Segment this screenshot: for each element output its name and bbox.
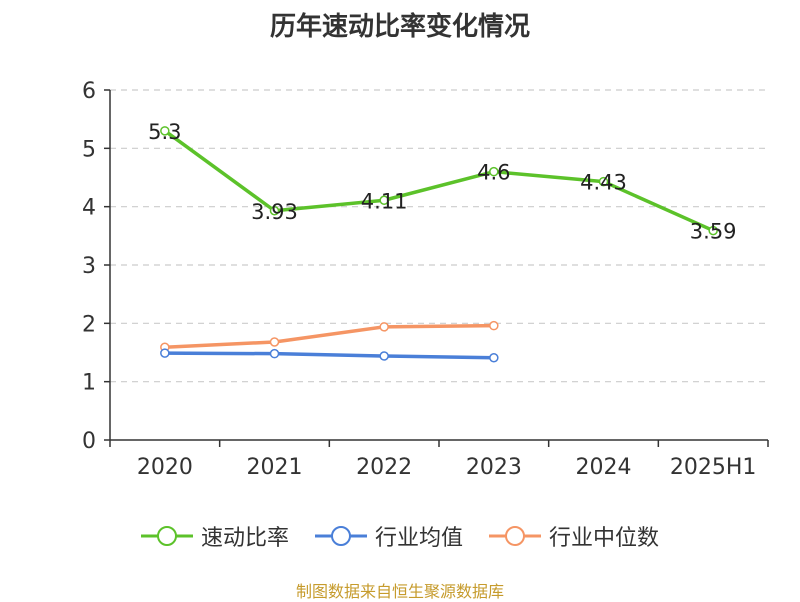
y-tick-label: 1 <box>82 371 96 396</box>
data-label: 4.6 <box>477 161 510 185</box>
x-tick-label: 2020 <box>137 455 193 480</box>
data-label: 4.11 <box>361 189 408 213</box>
data-point <box>708 225 718 236</box>
legend-marker-icon <box>314 526 367 546</box>
legend-item[interactable]: 行业中位数 <box>489 520 659 552</box>
data-point <box>489 353 499 363</box>
series-line <box>164 323 494 349</box>
legend-item[interactable]: 行业均值 <box>314 520 463 552</box>
source-note: 制图数据来自恒生聚源数据库 <box>295 582 504 601</box>
chart-title: 历年速动比率变化情况 <box>269 12 530 42</box>
x-tick-label: 2025H1 <box>670 455 757 480</box>
y-tick-label: 0 <box>82 429 96 454</box>
data-label: 3.93 <box>251 200 298 224</box>
data-label: 4.43 <box>580 171 627 195</box>
x-tick-label: 2023 <box>466 455 522 480</box>
legend: 速动比率 行业均值 行业中位数 <box>0 520 800 552</box>
x-tick-label: 2024 <box>576 455 632 480</box>
legend-marker-icon <box>140 526 193 546</box>
data-point <box>269 337 280 347</box>
data-point <box>598 176 609 187</box>
data-point <box>269 206 280 216</box>
legend-item[interactable]: 速动比率 <box>140 520 289 552</box>
data-label: 3.59 <box>690 220 737 244</box>
line-chart: 0 1 2 3 4 5 6 2020 2021 2022 2023 2024 2025H1 5.3 3.93… <box>82 79 769 480</box>
data-point <box>489 166 499 177</box>
legend-marker-icon <box>489 526 541 546</box>
data-point <box>160 348 170 358</box>
legend-label: 行业中位数 <box>549 526 660 551</box>
data-point <box>269 348 280 359</box>
y-tick-label: 6 <box>82 79 96 104</box>
data-point <box>489 320 499 331</box>
data-point <box>379 195 389 205</box>
x-tick-label: 2022 <box>356 455 412 480</box>
x-tick-label: 2021 <box>247 455 303 480</box>
y-tick-label: 4 <box>82 196 96 221</box>
legend-label: 行业均值 <box>374 526 463 551</box>
y-tick-label: 5 <box>82 137 96 162</box>
y-tick-label: 3 <box>82 254 96 279</box>
data-point <box>379 322 389 332</box>
series-line <box>163 129 714 233</box>
y-tick-label: 2 <box>82 312 96 337</box>
series-line <box>164 351 494 360</box>
data-label: 5.3 <box>148 120 181 144</box>
legend-label: 速动比率 <box>200 526 289 551</box>
data-point <box>160 126 170 136</box>
data-point <box>379 351 389 361</box>
